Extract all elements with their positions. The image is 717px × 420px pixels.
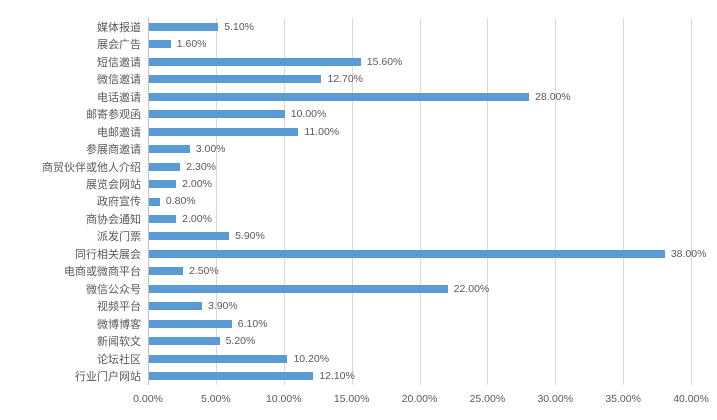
bar (149, 354, 288, 363)
category-label: 展会广告 (97, 39, 141, 52)
value-label: 15.60% (366, 55, 403, 68)
bar (149, 127, 299, 136)
category-label: 政府宣传 (97, 196, 141, 209)
category-label: 行业门户网站 (75, 371, 141, 384)
bar (149, 197, 160, 206)
category-label: 同行相关展会 (75, 248, 141, 261)
category-label: 微博博客 (97, 318, 141, 331)
category-label: 微信公众号 (86, 283, 141, 296)
value-label: 2.50% (188, 265, 219, 278)
value-label: 3.90% (207, 300, 238, 313)
x-tick-label: 40.00% (673, 393, 709, 405)
gridline (351, 18, 353, 385)
gridline (487, 18, 489, 385)
bar (149, 214, 177, 223)
value-label: 5.20% (225, 335, 256, 348)
bar (149, 249, 665, 258)
value-label: 12.70% (327, 73, 364, 86)
x-tick-label: 5.00% (200, 393, 231, 405)
x-tick-label: 25.00% (469, 393, 506, 405)
category-label: 商协会通知 (86, 213, 141, 226)
value-label: 2.00% (182, 178, 212, 191)
x-tick-label: 35.00% (605, 393, 641, 405)
bar (149, 372, 314, 381)
category-label: 展览会网站 (86, 179, 141, 192)
bar (149, 180, 177, 189)
bar (149, 337, 220, 346)
x-tick-label: 20.00% (401, 393, 438, 405)
category-label: 短信邀请 (97, 56, 141, 69)
x-tick-label: 15.00% (333, 393, 370, 405)
bar (149, 319, 232, 328)
category-label: 参展商邀请 (86, 144, 141, 157)
value-label: 11.00% (304, 125, 340, 138)
bar (149, 40, 171, 49)
gridline (691, 18, 692, 385)
category-label: 电话邀请 (97, 91, 141, 104)
bar (149, 22, 219, 31)
gridline (555, 18, 557, 385)
bar (149, 75, 322, 84)
bar (149, 57, 361, 66)
bar (149, 162, 181, 171)
category-label: 新闻软文 (97, 336, 141, 349)
x-tick-label: 30.00% (537, 393, 574, 405)
value-label: 28.00% (535, 90, 571, 103)
value-label: 3.00% (195, 143, 226, 156)
gridline (215, 18, 217, 385)
value-label: 22.00% (453, 282, 490, 295)
category-label: 媒体报道 (97, 21, 141, 34)
value-label: 2.00% (182, 212, 212, 225)
value-label: 1.60% (176, 38, 207, 51)
bar (149, 267, 183, 276)
value-label: 6.10% (237, 317, 268, 330)
value-label: 5.90% (235, 230, 265, 243)
bar (149, 92, 530, 101)
value-label: 10.00% (290, 108, 327, 121)
category-label: 微信邀请 (97, 74, 141, 87)
bar (149, 110, 285, 119)
category-label: 商贸伙伴或他人介绍 (42, 161, 141, 174)
x-tick-label: 10.00% (265, 393, 302, 405)
category-label: 论坛社区 (97, 353, 141, 366)
gridline (283, 18, 285, 385)
value-label: 12.10% (319, 370, 355, 383)
category-label: 电商或微商平台 (64, 266, 141, 279)
y-axis-line (148, 18, 149, 385)
value-label: 38.00% (670, 247, 707, 260)
value-label: 5.10% (224, 20, 254, 33)
x-tick-label: 0.00% (133, 393, 163, 405)
category-label: 派发门票 (97, 231, 141, 244)
bar (149, 284, 448, 293)
gridline (623, 18, 625, 385)
bar (149, 232, 230, 241)
value-label: 10.20% (293, 352, 330, 365)
category-label: 电邮邀请 (97, 126, 141, 139)
value-label: 2.30% (186, 160, 216, 173)
bar (149, 145, 190, 154)
bar (149, 302, 202, 311)
gridline (419, 18, 421, 385)
value-label: 0.80% (165, 195, 196, 208)
category-label: 邮寄参观函 (86, 109, 141, 122)
category-label: 视频平台 (97, 301, 141, 314)
